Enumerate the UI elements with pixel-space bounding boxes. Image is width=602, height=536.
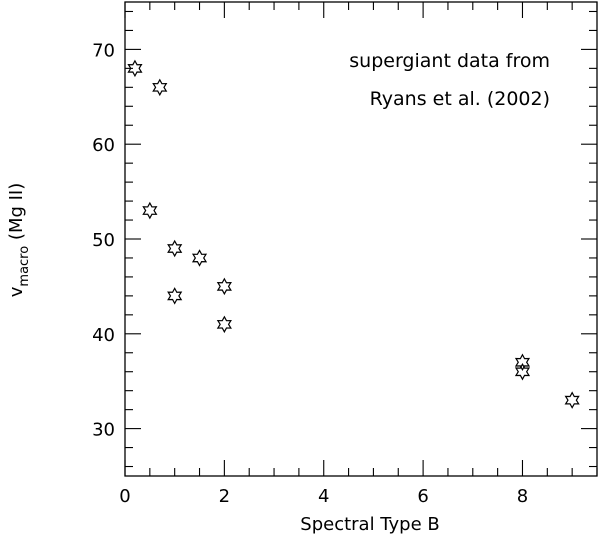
x-tick-label: 2 — [219, 486, 230, 507]
y-tick-label: 40 — [92, 325, 115, 346]
plot-border — [124, 1, 598, 477]
y-axis-tick-labels: 30 40 50 60 70 — [92, 40, 115, 440]
y-axis-label-suffix: (Mg II) — [6, 183, 27, 246]
x-tick-label: 0 — [119, 486, 130, 507]
data-point — [514, 353, 531, 371]
data-point — [514, 362, 531, 381]
data-point — [127, 59, 143, 78]
data-points — [127, 59, 580, 409]
y-tick-label: 70 — [92, 40, 115, 61]
y-tick-label: 30 — [92, 420, 115, 441]
y-axis-label: vmacro (Mg II) — [6, 183, 32, 298]
plot-frame — [124, 1, 598, 477]
annotation-line-2: Ryans et al. (2002) — [370, 88, 550, 110]
y-tick-label: 50 — [92, 230, 115, 251]
data-point — [564, 391, 580, 409]
y-axis-label-subscript: macro — [17, 246, 32, 287]
x-axis-ticks — [124, 2, 598, 476]
data-point — [191, 249, 208, 267]
y-tick-label: 60 — [92, 135, 115, 156]
x-tick-label: 4 — [318, 486, 329, 507]
data-point — [216, 277, 232, 296]
data-point — [152, 78, 168, 97]
data-point — [167, 239, 183, 258]
data-point — [167, 287, 183, 305]
y-axis-label-main: v — [6, 286, 27, 297]
data-point — [216, 315, 232, 334]
y-axis-ticks — [125, 10, 597, 468]
annotation-line-1: supergiant data from — [349, 50, 550, 72]
data-point — [142, 201, 158, 220]
x-axis-label: Spectral Type B — [300, 514, 439, 535]
x-tick-label: 6 — [417, 486, 428, 507]
x-tick-label: 8 — [517, 486, 528, 507]
x-axis-tick-labels: 0 2 4 6 8 — [119, 486, 528, 507]
